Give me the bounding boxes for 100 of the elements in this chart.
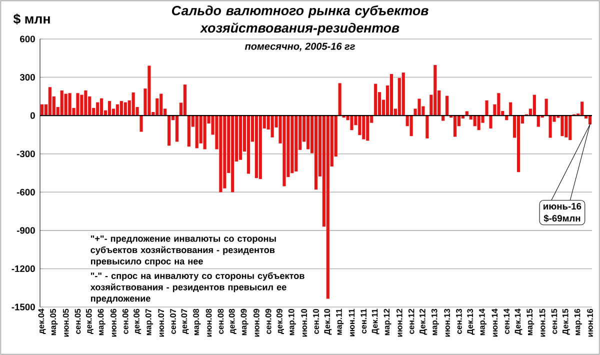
bar	[48, 87, 52, 116]
bar	[239, 116, 242, 160]
y-tick-label: 600	[20, 36, 35, 42]
bar	[485, 100, 488, 116]
x-tick-label: сен.07	[170, 308, 176, 334]
x-tick-label: июн.06	[110, 308, 116, 337]
x-tick-label: Дек.11	[372, 308, 380, 334]
bar	[64, 94, 68, 116]
bar	[140, 116, 143, 132]
x-tick-label: сен.11	[360, 308, 367, 334]
x-tick-label: июн.14	[492, 308, 498, 337]
bar	[362, 116, 366, 140]
x-tick-label: сен.05	[74, 308, 81, 334]
x-tick-label: сен.09	[265, 308, 272, 334]
x-tick-label: июн.08	[206, 308, 212, 337]
x-tick-label: июн.12	[396, 308, 402, 337]
bar	[68, 93, 72, 116]
bar	[350, 116, 354, 130]
y-tick-label: -1200	[12, 265, 35, 272]
bar	[536, 116, 540, 127]
bar	[160, 94, 163, 116]
x-tick-label: июн.05	[62, 308, 69, 337]
x-tick-label: мар.16	[574, 308, 582, 336]
y-tick-label: 300	[20, 74, 35, 81]
bar	[246, 116, 250, 174]
bar	[434, 65, 437, 116]
bar	[473, 116, 476, 126]
x-tick-label: сен.08	[218, 308, 224, 334]
bar	[517, 116, 520, 172]
x-tick-label: Дек.12	[420, 308, 427, 335]
x-tick-label: сен.13	[456, 308, 462, 334]
bar	[168, 116, 171, 146]
bar	[258, 116, 262, 179]
x-tick-label: мар.06	[98, 308, 106, 336]
bar	[84, 90, 88, 116]
annotation: "-" - спрос на инвалюту со стороны субъектов хозяйствования - резидентов превысил ее предложение	[90, 272, 304, 304]
x-tick-label: мар.10	[288, 308, 296, 336]
bar	[187, 116, 190, 147]
bar	[465, 111, 468, 116]
bar	[116, 104, 119, 116]
x-tick-label: сен.06	[122, 308, 128, 334]
x-tick-label: мар.08	[193, 308, 201, 336]
x-tick-label: мар.15	[526, 308, 534, 336]
x-tick-label: сен.12	[408, 308, 414, 334]
annotation: "+"- предложение инвалюты со стороны субъектов хозяйствования - резидентов превысило спрос на нее	[90, 235, 276, 266]
bar	[96, 102, 100, 116]
y-tick-label: -300	[16, 150, 35, 158]
bar	[453, 116, 457, 137]
bar	[410, 116, 413, 136]
x-tick-label: июн.07	[158, 308, 164, 337]
x-tick-label: дек.04	[38, 308, 46, 334]
x-tick-label: дек.08	[228, 308, 236, 334]
x-tick-label: июн.09	[254, 308, 260, 337]
bar	[223, 116, 226, 188]
chart-subtitle: помесячно, 2005-16 гг	[244, 42, 355, 52]
x-tick-label: мар.13	[431, 308, 439, 336]
bar	[183, 84, 186, 116]
y-tick-label: -600	[16, 188, 35, 196]
bar	[489, 116, 492, 128]
bar	[76, 93, 80, 116]
bar	[254, 116, 258, 178]
bar	[124, 102, 127, 116]
bar	[564, 116, 568, 138]
bar	[509, 102, 512, 116]
x-tick-label: дек.05	[86, 308, 94, 334]
bar	[418, 98, 421, 116]
x-tick-label: Дек.14	[514, 308, 522, 335]
x-tick-label: сен.14	[504, 308, 510, 334]
x-tick-label: Дек.10	[324, 308, 332, 335]
y-tick-label: -1500	[12, 304, 35, 310]
x-tick-label: сен.10	[313, 308, 319, 334]
x-tick-label: мар.09	[240, 308, 248, 336]
bar	[442, 116, 445, 121]
bar	[446, 96, 449, 116]
x-tick-label: июн.11	[348, 308, 355, 336]
x-tick-label: мар.14	[479, 308, 486, 336]
bar	[282, 116, 286, 186]
bar	[532, 94, 536, 116]
x-tick-label: мар.07	[145, 308, 153, 336]
bar	[219, 116, 222, 192]
annotation: июнь-16 $-69млн	[544, 202, 582, 222]
bar	[426, 116, 429, 138]
y-tick-label: -900	[16, 227, 35, 234]
bar	[497, 93, 500, 116]
x-tick-label: июн.13	[444, 308, 450, 337]
x-tick-label: мар.05	[50, 308, 58, 336]
bar	[100, 98, 104, 116]
bar	[231, 116, 234, 192]
bar	[548, 116, 552, 138]
bar	[108, 101, 112, 116]
bar	[560, 116, 564, 136]
bar	[40, 104, 44, 116]
bar	[477, 116, 480, 130]
x-tick-label: дек.09	[276, 308, 284, 334]
x-tick-label: мар.11	[336, 308, 344, 335]
bar	[338, 83, 342, 116]
bar	[175, 116, 179, 142]
x-tick-label: Дек.15	[562, 308, 570, 335]
bar	[132, 92, 135, 116]
x-tick-label: мар.12	[384, 308, 392, 336]
